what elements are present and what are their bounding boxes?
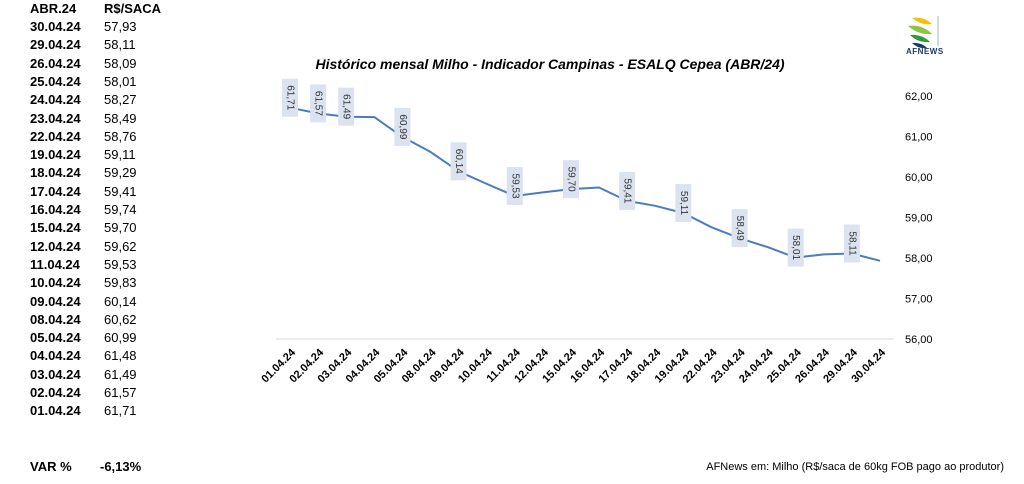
variation-label: VAR % — [30, 459, 72, 474]
y-tick-label: 60,00 — [905, 172, 933, 184]
table-value: 58,76 — [104, 128, 137, 144]
data-label-box — [562, 160, 579, 199]
table-date: 10.04.24 — [30, 275, 81, 291]
variation-row: VAR % -6,13% — [30, 458, 141, 476]
table-date: 17.04.24 — [30, 183, 81, 199]
table-date: 01.04.24 — [30, 403, 81, 419]
y-tick-label: 56,00 — [905, 334, 933, 346]
series-line — [289, 106, 881, 262]
table-value: 59,53 — [104, 256, 137, 272]
data-label-box — [310, 84, 327, 123]
table-value: R$/SACA — [104, 1, 162, 16]
table-value: 59,11 — [104, 147, 136, 163]
data-label: 61,49 — [341, 94, 352, 119]
data-label: 59,70 — [565, 167, 576, 192]
data-label-box — [338, 87, 355, 126]
table-value: 59,70 — [104, 220, 137, 236]
data-label: 58,11 — [846, 231, 857, 256]
table-value: 58,11 — [104, 37, 136, 53]
table-value: 59,41 — [104, 183, 137, 199]
table-date: 18.04.24 — [30, 165, 81, 181]
data-label: 60,99 — [397, 114, 408, 139]
table-date: 24.04.24 — [30, 92, 81, 108]
table-date: 25.04.24 — [30, 73, 81, 89]
table-date: 16.04.24 — [30, 202, 81, 217]
table-value: 59,83 — [104, 275, 137, 291]
table-date: 30.04.24 — [30, 19, 81, 34]
table-value: 61,49 — [104, 366, 137, 382]
table-date: 15.04.24 — [30, 220, 81, 236]
table-date: 11.04.24 — [30, 256, 80, 272]
table-date: 08.04.24 — [30, 311, 81, 327]
data-label: 58,49 — [734, 216, 745, 241]
data-label-box — [619, 171, 636, 210]
table-value: 59,74 — [104, 202, 137, 217]
table-value: 57,93 — [104, 19, 137, 34]
data-label-box — [787, 228, 804, 267]
y-tick-label: 57,00 — [905, 294, 933, 306]
data-label-box — [450, 142, 467, 181]
data-label-box — [506, 167, 523, 206]
table-date: 26.04.24 — [30, 55, 81, 71]
afnews-leaf-logo-icon — [908, 16, 939, 49]
y-tick-label: 58,00 — [905, 253, 933, 265]
y-tick-label: 61,00 — [905, 132, 933, 144]
footer-note: AFNews em: Milho (R$/saca de 60kg FOB pa… — [706, 461, 1004, 473]
y-tick-label: 62,00 — [905, 91, 933, 103]
table-value: 58,09 — [104, 55, 137, 71]
table-date: 09.04.24 — [30, 293, 81, 309]
data-label: 59,53 — [509, 174, 520, 199]
data-label-box — [394, 107, 411, 146]
data-label-box — [843, 224, 860, 263]
variation-value: -6,13% — [100, 459, 142, 474]
table-date: 23.04.24 — [30, 110, 81, 126]
table-date: 12.04.24 — [30, 238, 81, 254]
table-date: 05.04.24 — [30, 330, 81, 346]
data-label: 59,11 — [678, 191, 689, 216]
table-value: 60,14 — [104, 293, 137, 309]
table-value: 60,99 — [104, 330, 137, 346]
data-label: 60,14 — [453, 149, 464, 174]
chart-title: Histórico mensal Milho - Indicador Campi… — [315, 56, 785, 72]
table-date: 03.04.24 — [30, 366, 81, 382]
data-label-box — [675, 184, 692, 223]
table-value: 58,01 — [104, 73, 137, 89]
table-date: 29.04.24 — [30, 37, 81, 53]
data-label-box — [731, 209, 748, 248]
data-label: 61,71 — [285, 85, 296, 110]
table-value: 58,49 — [104, 110, 137, 126]
table-date: 02.04.24 — [30, 385, 81, 400]
y-tick-label: 59,00 — [905, 213, 933, 225]
table-date: 04.04.24 — [30, 348, 81, 364]
data-label: 59,41 — [622, 178, 633, 203]
table-date: ABR.24 — [30, 1, 77, 16]
logo-text: AFNEWS — [906, 47, 944, 56]
table-date: 22.04.24 — [30, 128, 81, 144]
data-label: 61,57 — [313, 91, 324, 116]
table-value: 61,71 — [104, 403, 137, 419]
table-date: 19.04.24 — [30, 147, 81, 163]
table-value: 58,27 — [104, 92, 137, 108]
table-value: 61,48 — [104, 348, 137, 364]
table-value: 61,57 — [104, 385, 137, 400]
table-value: 59,62 — [104, 238, 137, 254]
data-label-box — [282, 78, 298, 117]
data-label: 58,01 — [790, 235, 801, 260]
table-value: 60,62 — [104, 311, 137, 327]
table-value: 59,29 — [104, 165, 137, 181]
